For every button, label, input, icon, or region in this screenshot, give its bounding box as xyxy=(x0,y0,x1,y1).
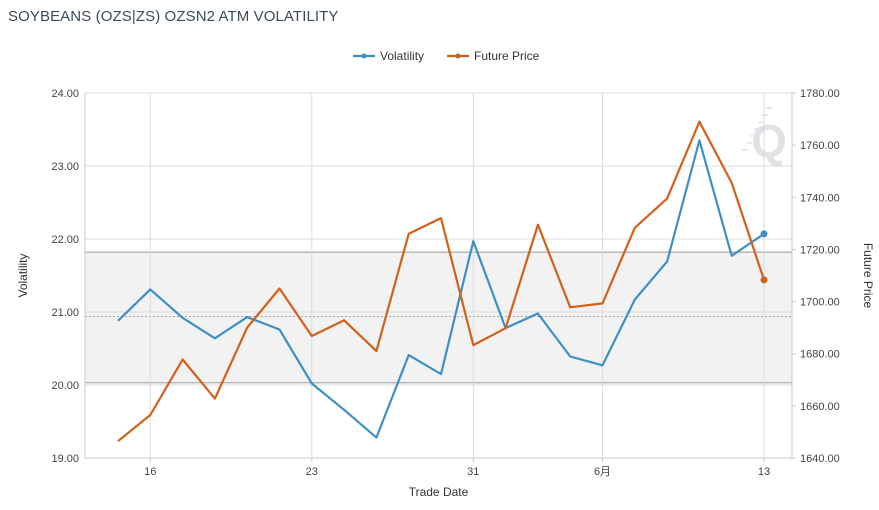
x-tick-label: 13 xyxy=(758,466,770,478)
future-price-point xyxy=(760,276,768,284)
y-right-tick-label: 1700.00 xyxy=(800,297,840,309)
y-right-tick-label: 1740.00 xyxy=(800,192,840,204)
y-right-tick-label: 1760.00 xyxy=(800,140,840,152)
legend-label-volatility: Volatility xyxy=(380,49,424,63)
y-right-tick-label: 1680.00 xyxy=(800,349,840,361)
legend-marker xyxy=(455,53,461,59)
watermark-letter: Q xyxy=(751,115,787,167)
x-tick-label: 23 xyxy=(306,466,318,478)
y-right-tick-label: 1660.00 xyxy=(800,401,840,413)
y-left-axis-title: Volatility xyxy=(16,253,30,297)
watermark-logo: Q xyxy=(742,107,787,167)
legend-label-future-price: Future Price xyxy=(474,49,540,63)
x-tick-label: 16 xyxy=(144,466,156,478)
y-right-tick-label: 1640.00 xyxy=(800,453,840,465)
volatility-point xyxy=(760,230,768,238)
x-tick-label: 31 xyxy=(467,466,479,478)
legend-marker xyxy=(361,53,367,59)
y-left-tick-label: 23.00 xyxy=(51,161,79,173)
x-axis-title: Trade Date xyxy=(409,485,469,499)
range-band xyxy=(84,251,793,384)
y-left-tick-label: 21.00 xyxy=(51,307,79,319)
y-right-axis-title: Future Price xyxy=(861,243,875,309)
series-line-volatility xyxy=(117,139,765,439)
y-right-tick-label: 1720.00 xyxy=(800,244,840,256)
y-left-tick-label: 19.00 xyxy=(51,453,79,465)
y-right-tick-label: 1780.00 xyxy=(800,88,840,100)
y-left-tick-label: 22.00 xyxy=(51,234,79,246)
y-left-tick-label: 20.00 xyxy=(51,380,79,392)
series-line-future-price xyxy=(117,120,766,442)
y-left-tick-label: 24.00 xyxy=(51,88,79,100)
chart-title: SOYBEANS (OZS|ZS) OZSN2 ATM VOLATILITY xyxy=(8,8,339,25)
x-tick-label: 6月 xyxy=(594,466,611,478)
